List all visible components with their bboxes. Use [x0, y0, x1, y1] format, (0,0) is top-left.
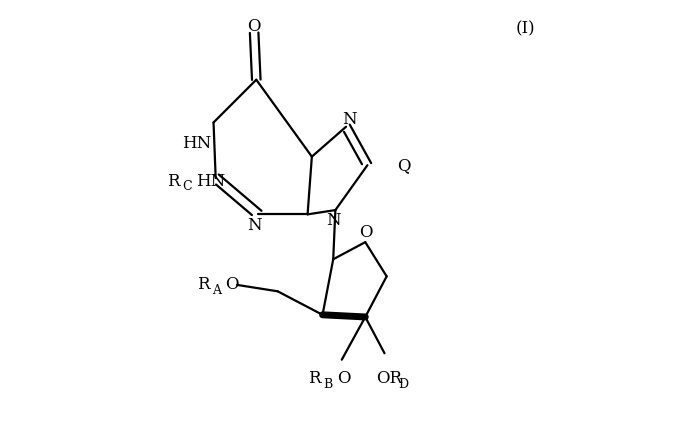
Text: N: N: [247, 217, 261, 234]
Text: O: O: [248, 18, 261, 35]
Text: A: A: [213, 284, 221, 297]
Text: R: R: [308, 370, 321, 388]
Text: C: C: [182, 180, 192, 193]
Text: O: O: [337, 370, 350, 388]
Text: HN: HN: [182, 136, 211, 152]
Text: (I): (I): [516, 20, 535, 37]
Text: R: R: [167, 172, 180, 190]
Text: R: R: [197, 276, 209, 294]
Text: O: O: [225, 276, 239, 294]
Text: Q: Q: [397, 158, 410, 174]
Text: N: N: [342, 110, 357, 128]
Text: B: B: [323, 378, 333, 391]
Text: HN: HN: [196, 172, 225, 190]
Text: D: D: [398, 378, 408, 391]
Text: OR: OR: [376, 370, 402, 388]
Text: N: N: [326, 212, 341, 229]
Text: O: O: [359, 224, 373, 241]
